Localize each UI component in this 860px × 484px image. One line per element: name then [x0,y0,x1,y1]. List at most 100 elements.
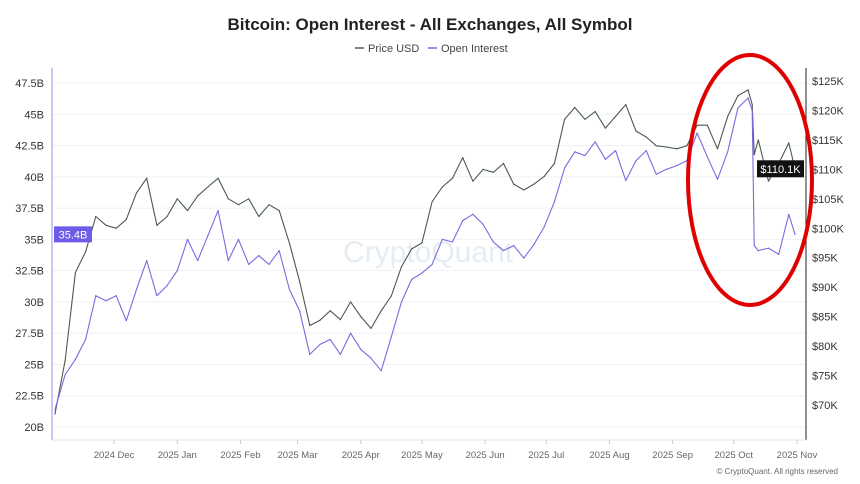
left-tick-label: 30B [24,297,44,309]
data-point [753,154,755,156]
x-tick-label: 2025 Nov [777,450,818,461]
data-point [753,245,755,247]
data-point [115,227,117,229]
right-tick-label: $70K [812,400,838,412]
right-current-value-badge: $110.1K [757,160,804,178]
data-point [451,177,454,179]
data-point [309,324,311,327]
data-point [258,255,260,257]
data-point [84,251,87,253]
data-point [207,186,209,188]
data-point [645,149,647,152]
data-point [227,198,229,200]
right-axis-ticks: $70K $75K $80K $85K $90K $95K $100K $105K $110K $… [812,76,844,412]
data-point [665,146,668,148]
data-point [248,263,250,265]
left-tick-label: 25B [24,359,44,371]
left-current-value-badge: 35.4B [54,226,92,243]
left-current-value: 35.4B [59,229,88,241]
data-point [747,97,749,99]
data-point [156,295,158,297]
data-point [788,142,790,144]
data-point [778,253,780,255]
legend-label-oi[interactable]: Open Interest [441,43,508,55]
data-point [186,238,189,240]
data-point [523,257,525,259]
left-tick-label: 20B [24,422,44,434]
data-point [84,338,87,341]
right-tick-label: $75K [812,371,838,383]
data-point [268,263,270,265]
left-tick-label: 27.5B [15,328,44,340]
data-point [737,107,739,109]
right-tick-label: $105K [812,194,844,206]
data-point [441,238,443,240]
data-point [543,226,545,228]
data-point [54,408,56,411]
data-point [676,148,678,150]
data-point [564,167,566,169]
data-point [716,148,719,150]
data-point [788,213,790,215]
right-tick-label: $115K [812,135,844,147]
left-tick-label: 35B [24,234,44,246]
data-point [105,300,107,302]
data-point [462,220,464,222]
data-point [95,215,97,218]
right-tick-label: $100K [812,223,844,235]
right-current-value: $110.1K [760,164,801,176]
data-point [706,156,708,158]
data-point [574,151,576,153]
data-point [706,124,708,126]
legend: Price USD Open Interest [355,43,508,55]
data-point [95,295,97,297]
data-point [513,183,515,185]
data-point [186,210,189,212]
data-point [339,353,341,356]
x-tick-label: 2025 May [401,450,443,461]
data-point [411,278,413,280]
data-point [135,192,138,194]
data-point [482,168,484,170]
data-point [217,177,219,179]
data-point [156,224,158,226]
right-tick-label: $80K [812,341,838,353]
data-point [794,233,796,235]
legend-label-price[interactable]: Price USD [368,43,419,55]
data-point [329,310,331,312]
data-point [462,156,464,159]
data-point [237,238,240,240]
right-tick-label: $125K [812,76,844,88]
data-point [74,358,76,361]
data-point [431,201,433,203]
data-point [319,319,321,321]
data-point [299,280,301,282]
x-tick-label: 2025 Jul [528,450,564,461]
left-tick-label: 47.5B [15,78,44,90]
data-point [553,162,556,165]
copyright: © CryptoQuant. All rights reserved [717,467,839,476]
data-point [390,336,392,338]
data-point [329,338,331,341]
data-point [767,247,770,249]
data-point [166,215,168,218]
data-point [655,145,657,147]
data-point [767,180,770,182]
data-point [502,162,505,165]
data-point [441,186,443,188]
data-point [237,204,240,206]
data-point [676,164,678,167]
watermark: CryptoQuant [343,236,514,269]
right-tick-label: $95K [812,253,838,265]
data-point [380,310,382,312]
data-point [604,158,606,160]
right-tick-label: $85K [812,312,838,324]
data-point [197,260,199,262]
left-axis-ticks: 20B 22.5B 25B 27.5B 30B 32.5B 35B 37.5B 40B 42.5B… [15,78,44,434]
data-point [635,159,637,162]
x-tick-label: 2025 Apr [342,450,380,461]
data-point [339,318,341,321]
data-point [614,115,617,117]
data-point [370,327,372,330]
